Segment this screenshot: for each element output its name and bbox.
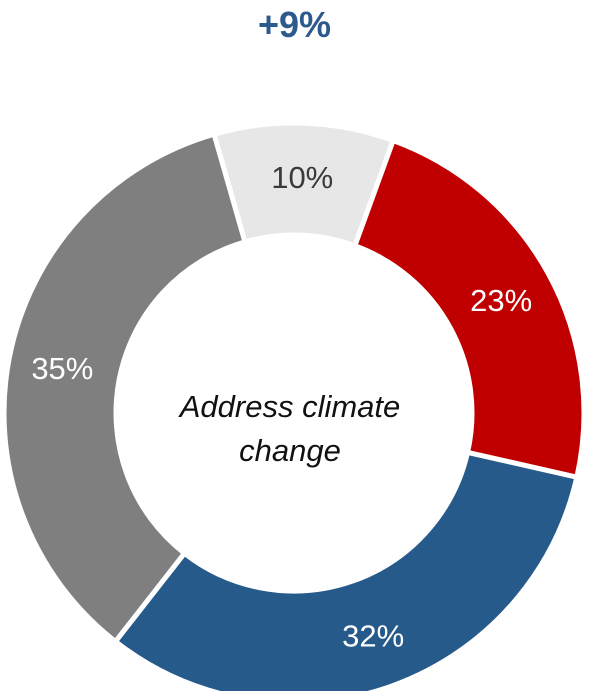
- donut-slice-2: [111, 449, 580, 691]
- center-label-line-1: Address climate: [179, 389, 401, 424]
- donut-slice-label-0: 10%: [271, 160, 333, 195]
- headline-change: +9%: [257, 4, 332, 45]
- donut-slice-3: [1, 131, 249, 646]
- donut-slice-label-2: 32%: [342, 618, 404, 653]
- center-label: Address climate change: [145, 385, 435, 473]
- center-label-line-2: change: [239, 433, 341, 468]
- donut-slice-1: [351, 137, 587, 481]
- donut-slice-label-3: 35%: [31, 351, 93, 386]
- donut-slice-label-1: 23%: [470, 283, 532, 318]
